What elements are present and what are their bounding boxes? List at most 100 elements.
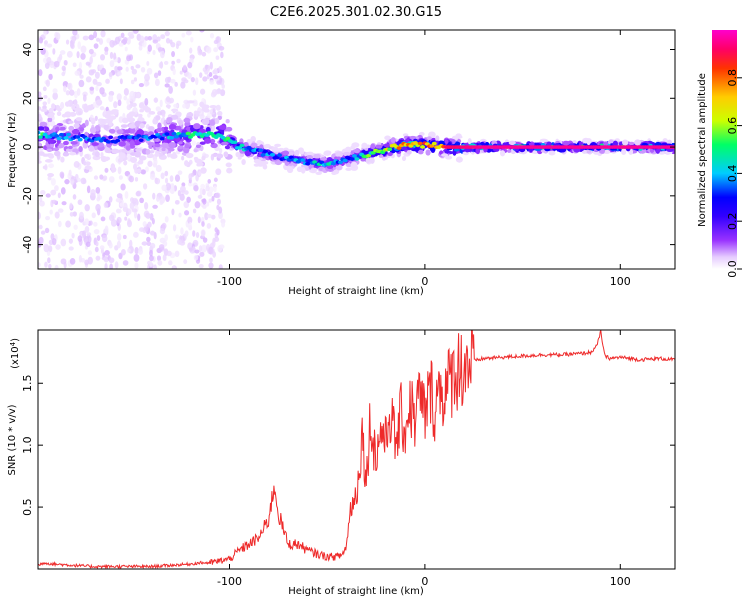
heatmap-cell [145,148,151,155]
heatmap-cell [147,160,153,167]
heatmap-cell [38,262,41,268]
heatmap-cell [365,157,371,164]
heatmap-cell [88,34,95,41]
heatmap-cell [52,237,57,246]
heatmap-cell [86,104,94,111]
heatmap-cell [182,103,187,109]
heatmap-cell [79,74,84,79]
heatmap-cell [654,148,661,153]
heatmap-cell [306,155,314,160]
y-tick-label: 0 [21,144,34,151]
heatmap-cell [184,144,190,149]
heatmap-cell [444,139,449,144]
colorbar-tick-label: 0.4 [726,165,739,183]
heatmap-cell [66,50,73,58]
heatmap-cell [95,186,101,194]
heatmap-cell [621,148,627,155]
heatmap-cell [60,187,66,195]
heatmap-ridge-cell [366,153,372,158]
heatmap-cell [64,101,71,107]
heatmap-cell [603,141,609,146]
heatmap-cell [72,30,78,36]
heatmap-cell [350,145,356,150]
heatmap-cell [131,68,138,75]
heatmap-cell [47,117,53,123]
heatmap-cell [215,168,222,176]
heatmap-cell [378,154,384,158]
heatmap-cell [221,221,226,228]
heatmap-cell [221,84,225,89]
heatmap-cell [68,151,77,156]
heatmap-cell [220,141,229,146]
heatmap-cell [331,171,337,175]
heatmap-cell [47,97,51,105]
heatmap-cell [111,148,119,154]
heatmap-cell [65,39,70,45]
heatmap-cell [128,175,135,183]
heatmap-cell [86,232,92,237]
heatmap-cell [69,89,75,96]
heatmap-cell [38,160,42,164]
heatmap-cell [77,199,83,206]
snr-panel: -100 0 100 0.5 1.0 1.5 Height of straight li… [7,329,676,597]
heatmap-cell [157,111,163,116]
heatmap-cell [253,158,261,164]
heatmap-cell [186,196,191,203]
heatmap-cell [72,211,77,217]
heatmap-cell [193,148,198,153]
heatmap-cell [122,260,129,266]
heatmap-cell [132,30,139,34]
heatmap-cell [89,126,97,134]
heatmap-cell [180,81,186,89]
heatmap-cell [43,40,49,45]
heatmap-y-label: Frequency (Hz) [7,112,18,188]
heatmap-cell [185,30,192,36]
heatmap-cell [146,236,151,243]
heatmap-cell [353,148,360,154]
heatmap-cell [39,121,48,128]
heatmap-cell [179,193,185,201]
heatmap-cell [385,136,390,140]
heatmap-cell [274,143,282,147]
heatmap-cell [148,111,156,115]
heatmap-ridge-cell [277,153,283,157]
heatmap-cell [38,91,42,97]
heatmap-cell [108,196,113,203]
heatmap-ridge-cell [420,145,426,149]
heatmap-cell [119,78,123,85]
heatmap-cell [138,102,145,109]
heatmap-cell [63,59,68,66]
heatmap-cell [199,88,206,95]
heatmap-cell [84,218,90,226]
heatmap-cell [188,173,193,181]
heatmap-cell [108,128,116,134]
heatmap-cell [42,101,48,106]
heatmap-cell [108,242,113,249]
heatmap-cell [57,192,61,199]
heatmap-cell [313,153,321,159]
heatmap-cell [51,103,56,110]
heatmap-cell [78,79,85,88]
heatmap-cell [69,258,76,265]
heatmap-cell [104,167,109,173]
heatmap-cell [50,178,56,186]
heatmap-cell [63,85,67,93]
heatmap-cell [187,181,193,187]
heatmap-cell [116,66,123,71]
heatmap-cell [142,221,147,227]
heatmap-cell [320,157,327,161]
heatmap-cell [93,175,99,180]
heatmap-cell [164,83,170,88]
heatmap-cell [162,112,166,118]
heatmap-cell [441,153,449,157]
heatmap-cell [159,99,163,108]
heatmap-cell [170,41,176,48]
heatmap-cell [209,61,213,70]
heatmap-cell [151,217,155,225]
heatmap-cell [89,86,95,91]
heatmap-cell [212,251,217,258]
heatmap-cell [218,264,223,269]
heatmap-cell [168,85,173,94]
heatmap-cell [142,183,148,190]
heatmap-ridge-cell [337,160,343,164]
